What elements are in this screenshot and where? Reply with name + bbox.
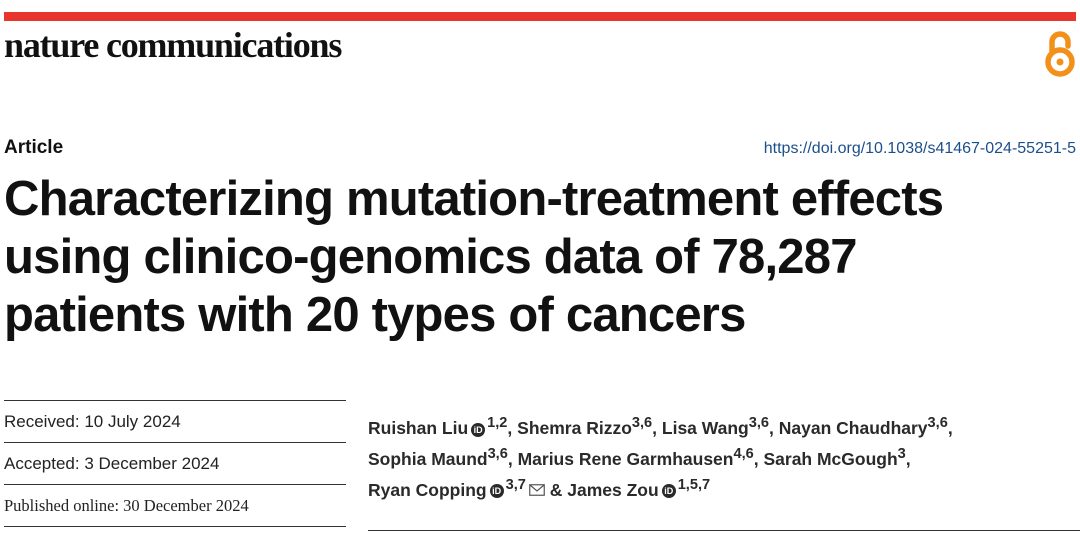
title-line: Characterizing mutation-treatment effect… — [4, 172, 944, 226]
author-name[interactable]: Sophia Maund — [368, 448, 488, 469]
author-name[interactable]: James Zou — [567, 479, 659, 500]
affiliation-marker: 3 — [897, 445, 906, 462]
affiliation-marker: 3,7 — [505, 476, 526, 493]
orcid-icon[interactable]: iD — [661, 484, 676, 499]
affiliation-marker: 3,6 — [927, 415, 948, 431]
author-name[interactable]: Ruishan Liu — [368, 417, 469, 438]
doi-link[interactable]: https://doi.org/10.1038/s41467-024-55251… — [763, 140, 1076, 157]
accepted-date: Accepted: 3 December 2024 — [4, 442, 346, 484]
author-name[interactable]: Sarah McGough — [763, 448, 898, 469]
journal-accent-bar — [4, 12, 1076, 21]
open-access-lock-icon[interactable] — [1040, 28, 1080, 78]
author-name[interactable]: Nayan Chaudhary — [778, 417, 928, 438]
affiliation-marker: 4,6 — [733, 445, 754, 462]
journal-name[interactable]: nature communications — [4, 25, 342, 65]
orcid-icon[interactable]: iD — [489, 484, 504, 499]
author-name[interactable]: Lisa Wang — [661, 417, 749, 438]
affiliation-marker: 1,2 — [487, 415, 508, 431]
author-name[interactable]: Ryan Copping — [368, 479, 487, 500]
author-name[interactable]: Shemra Rizzo — [517, 417, 632, 438]
article-type-label: Article — [4, 137, 64, 158]
publication-dates: Received: 10 July 2024 Accepted: 3 Decem… — [4, 400, 346, 527]
email-envelope-icon[interactable] — [529, 484, 545, 497]
divider — [368, 530, 1080, 531]
author-name[interactable]: Marius Rene Garmhausen — [517, 448, 734, 469]
affiliation-marker: 3,6 — [631, 415, 653, 431]
affiliation-marker: 3,6 — [748, 415, 770, 431]
author-list: Ruishan Liu iD 1,2, Shemra Rizzo3,6, Lisa … — [368, 415, 953, 500]
published-date: Published online: 30 December 2024 — [4, 484, 346, 527]
received-date: Received: 10 July 2024 — [4, 400, 346, 442]
affiliation-marker: 1,5,7 — [677, 476, 711, 493]
title-line: patients with 20 types of cancers — [4, 288, 746, 342]
article-title: Characterizing mutation-treatment effect… — [4, 170, 1074, 344]
affiliation-marker: 3,6 — [487, 445, 508, 462]
orcid-icon[interactable]: iD — [471, 422, 486, 437]
title-line: using clinico-genomics data of 78,287 — [4, 230, 857, 284]
